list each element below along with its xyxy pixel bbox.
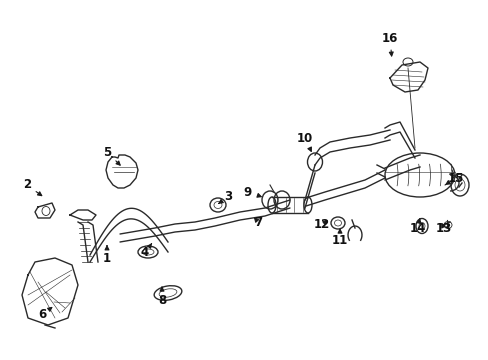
Text: 12: 12 — [313, 219, 329, 231]
Text: 1: 1 — [103, 246, 111, 265]
Text: 2: 2 — [23, 179, 41, 195]
Text: 6: 6 — [38, 307, 52, 321]
Text: 3: 3 — [218, 190, 232, 203]
Text: 8: 8 — [158, 287, 166, 306]
Text: 5: 5 — [102, 145, 120, 165]
Text: 11: 11 — [331, 229, 347, 247]
Text: 13: 13 — [435, 221, 451, 234]
Text: 7: 7 — [253, 216, 262, 229]
Text: 14: 14 — [409, 219, 426, 234]
Text: 15: 15 — [444, 171, 463, 185]
Text: 9: 9 — [244, 185, 261, 198]
Text: 4: 4 — [141, 244, 151, 260]
Text: 10: 10 — [296, 131, 312, 151]
Text: 16: 16 — [381, 31, 397, 56]
